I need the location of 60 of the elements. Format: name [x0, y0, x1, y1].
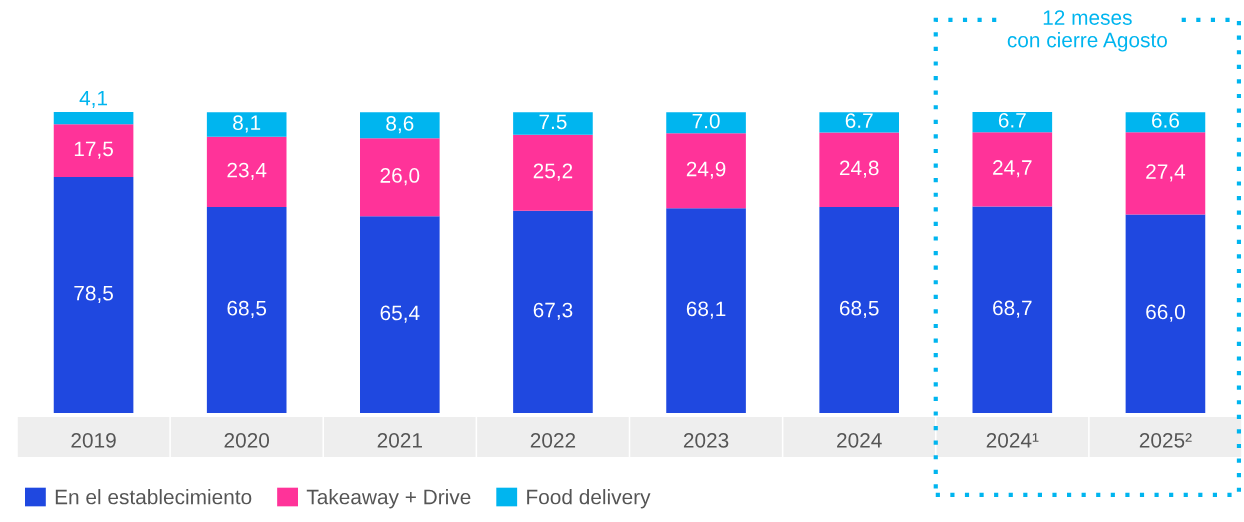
bar: [1125, 214, 1206, 413]
bar: [666, 112, 746, 134]
bar: [513, 134, 593, 211]
bar: [666, 133, 746, 209]
data-label: 24,8: [839, 160, 879, 178]
bar: [513, 112, 593, 135]
bar: [972, 112, 1053, 133]
bar: [360, 216, 440, 413]
bar: [819, 207, 899, 413]
bar: [1125, 112, 1206, 133]
bar: [206, 112, 287, 137]
bar: [206, 207, 287, 413]
x-tick-label: 2022: [530, 432, 576, 448]
x-tick-label: 2024¹: [986, 432, 1039, 448]
bar: [819, 132, 899, 208]
bar: [666, 208, 746, 413]
data-label: 8,1: [233, 115, 261, 133]
data-label: 66,0: [1146, 304, 1185, 322]
data-label: 65,4: [380, 305, 420, 323]
x-tick-label: 2019: [71, 432, 116, 448]
data-label: 68,5: [839, 300, 879, 319]
x-tick-label: 2025²: [1139, 432, 1192, 448]
data-label: 78,5: [74, 285, 113, 304]
text: 12 meses con cierre Agosto: [1007, 10, 1167, 52]
x-tick-label: 2021: [377, 432, 422, 448]
data-label: 8,6: [386, 116, 414, 134]
data-label: 68,5: [227, 300, 267, 319]
data-label: 27,4: [1146, 164, 1186, 182]
bar: [513, 210, 593, 413]
x-tick-label: 2024: [837, 432, 882, 448]
data-label: 6.6: [1152, 113, 1179, 128]
data-label: 4,1: [79, 90, 108, 108]
data-label: 6.7: [998, 112, 1026, 128]
data-label: 23,4: [227, 162, 267, 180]
bar: [972, 206, 1053, 413]
bar: [360, 112, 440, 139]
bar: [1125, 132, 1206, 215]
data-label: 6.7: [845, 113, 873, 128]
legend-label: Takeaway + Drive: [306, 489, 471, 509]
legend-label: En el establecimiento: [55, 489, 252, 505]
legend-label: Food delivery: [527, 489, 651, 509]
data-label: 17,5: [74, 141, 113, 159]
bar: [360, 138, 440, 217]
bar: [53, 176, 134, 413]
data-label: 24,7: [993, 160, 1032, 178]
data-label: 68,7: [993, 300, 1032, 318]
data-label: 25,2: [533, 163, 573, 181]
data-label: 68,1: [686, 301, 726, 319]
bar: [53, 124, 134, 177]
bar: [206, 136, 287, 208]
data-label: 7.0: [692, 113, 720, 129]
data-label: 24,9: [686, 161, 726, 179]
data-label: 67,3: [533, 302, 573, 320]
bar: [53, 112, 134, 125]
data-label: 7.5: [539, 114, 567, 130]
bar: [819, 112, 899, 133]
data-label: 26,0: [380, 168, 420, 186]
x-tick-label: 2023: [683, 432, 729, 448]
bar: [972, 132, 1053, 207]
x-tick-label: 2020: [224, 432, 270, 448]
